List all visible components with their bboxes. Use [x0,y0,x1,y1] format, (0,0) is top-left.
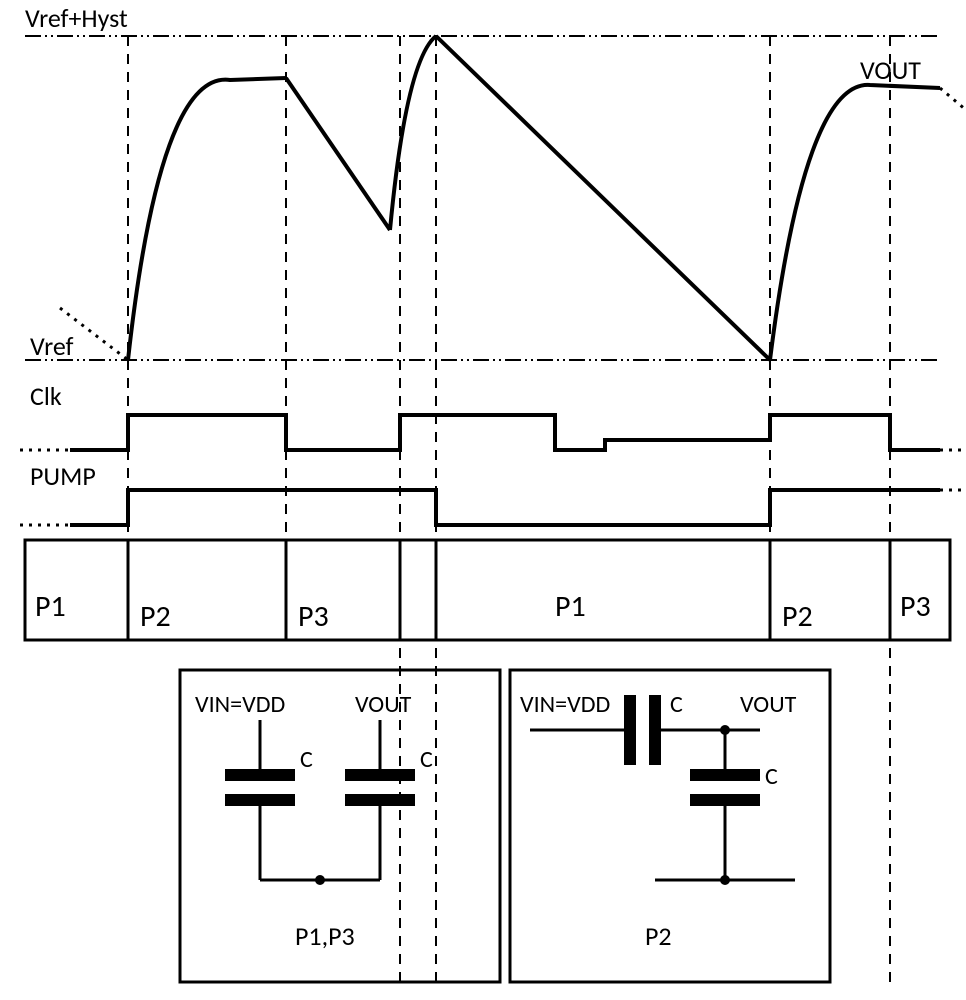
phase-box-label: P2 [140,598,171,635]
label-vref: Vref [30,330,73,362]
cap-label: C [670,690,683,719]
circuit-vin-label: VIN=VDD [195,690,285,719]
circuit-phase-label: P1,P3 [295,920,355,952]
circuit-vin-label: VIN=VDD [520,690,610,719]
circuit-vout-label: VOUT [740,690,796,719]
diagram-container: Vref+Hyst VOUT Vref Clk PUMP P1 P2 P3 P1… [0,0,966,1000]
cap-label: C [300,745,313,774]
phase-box-label: P2 [782,598,813,635]
label-pump: PUMP [30,460,96,492]
cap-label: C [765,762,778,791]
circuit-vout-label: VOUT [355,690,411,719]
label-clk: Clk [30,380,62,412]
timing-diagram [0,0,966,1000]
phase-box-label: P1 [35,588,66,625]
circuit-phase-label: P2 [645,920,672,952]
cap-label: C [420,745,433,774]
label-vref-hyst: Vref+Hyst [25,2,128,34]
phase-box-label: P1 [555,588,586,625]
phase-box-label: P3 [900,588,931,625]
phase-box-label: P3 [298,598,329,635]
label-vout: VOUT [860,54,921,86]
